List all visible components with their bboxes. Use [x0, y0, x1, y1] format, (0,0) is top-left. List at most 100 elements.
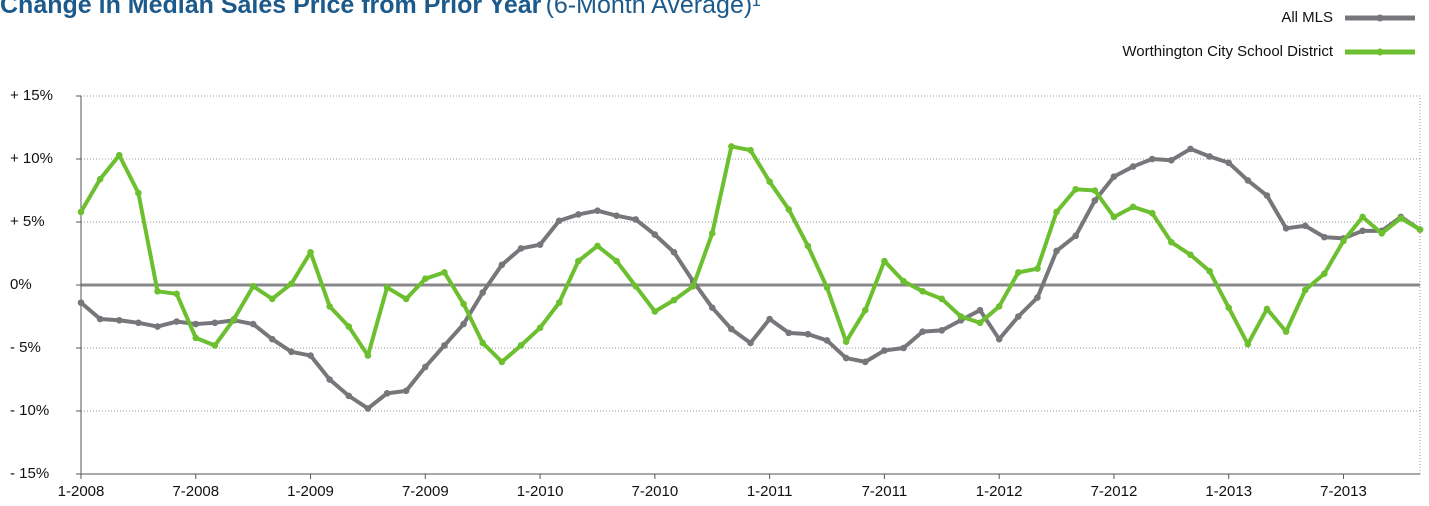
x-tick-label: 1-2010: [517, 483, 564, 500]
data-point: [498, 358, 506, 366]
data-point: [861, 306, 869, 314]
data-point: [785, 329, 793, 337]
data-point: [1321, 270, 1328, 277]
legend-label: Worthington City School District: [1122, 43, 1333, 60]
x-tick-label: 7-2009: [402, 483, 449, 500]
data-point: [1168, 238, 1175, 246]
x-tick-label: 7-2013: [1320, 483, 1367, 500]
y-tick-label: + 5%: [10, 213, 45, 230]
data-point: [976, 306, 984, 314]
data-point: [517, 245, 525, 252]
data-point: [77, 208, 85, 216]
data-point: [670, 248, 678, 256]
data-point: [842, 338, 850, 346]
data-point: [1263, 192, 1271, 199]
data-point: [689, 282, 697, 290]
data-point: [77, 299, 85, 306]
data-point: [345, 323, 353, 330]
data-point: [288, 348, 295, 356]
data-point: [1168, 156, 1175, 164]
data-point: [1397, 214, 1405, 222]
data-point: [268, 335, 276, 343]
x-tick-label: 1-2011: [747, 483, 793, 500]
data-point: [804, 330, 812, 338]
data-point: [441, 342, 448, 349]
data-point: [575, 257, 582, 265]
data-point: [594, 242, 601, 250]
legend-marker: [1376, 14, 1384, 22]
data-point: [976, 319, 984, 327]
data-point: [1091, 187, 1099, 194]
series-line: [79, 144, 1422, 364]
data-point: [307, 248, 314, 256]
data-point: [919, 288, 926, 295]
data-point: [364, 405, 372, 412]
data-point: [766, 315, 773, 323]
data-point: [1263, 305, 1271, 313]
data-point: [345, 392, 353, 400]
data-point: [747, 146, 754, 154]
data-point: [536, 241, 544, 248]
data-point: [402, 295, 410, 303]
data-point: [900, 277, 907, 285]
data-point: [995, 335, 1003, 343]
data-point: [479, 289, 487, 296]
data-point: [1072, 232, 1079, 240]
data-point: [173, 290, 180, 298]
data-point: [1225, 159, 1233, 167]
data-point: [1206, 267, 1213, 275]
data-point: [1072, 185, 1079, 193]
data-point: [1015, 269, 1022, 276]
data-point: [249, 282, 257, 290]
chart-title: Change in Median Sales Price from Prior …: [0, 0, 761, 19]
data-point: [957, 313, 965, 320]
y-tick-label: + 15%: [10, 87, 53, 104]
data-point: [785, 206, 793, 213]
x-tick-label: 7-2010: [631, 483, 678, 500]
data-point: [1148, 155, 1156, 163]
data-point: [1416, 226, 1424, 233]
data-point: [192, 320, 200, 328]
legend-label: All MLS: [1281, 9, 1333, 26]
data-point: [498, 261, 506, 269]
data-point: [192, 334, 200, 342]
data-point: [1282, 225, 1290, 232]
data-point: [1053, 247, 1060, 255]
data-point: [460, 320, 467, 328]
x-tick-label: 7-2012: [1091, 483, 1138, 500]
data-point: [613, 257, 620, 265]
x-tick-label: 1-2012: [976, 483, 1023, 500]
data-point: [651, 231, 659, 238]
data-point: [154, 323, 161, 330]
data-point: [1015, 313, 1022, 320]
data-point: [708, 304, 716, 311]
data-point: [823, 284, 831, 291]
data-point: [96, 315, 104, 323]
data-point: [402, 387, 410, 395]
data-point: [364, 352, 372, 359]
data-point: [1034, 294, 1041, 301]
data-point: [823, 337, 831, 344]
data-point: [594, 207, 601, 214]
data-point: [441, 269, 448, 276]
title: Change in Median Sales Price from Prior …: [0, 0, 542, 19]
data-point: [1110, 173, 1118, 180]
data-point: [1187, 251, 1194, 259]
data-point: [1187, 145, 1194, 153]
data-point: [555, 299, 563, 306]
data-point: [1301, 222, 1309, 230]
data-point: [728, 325, 735, 333]
data-point: [422, 275, 429, 283]
data-point: [135, 319, 142, 327]
data-point: [632, 282, 640, 290]
data-point: [211, 342, 219, 349]
data-point: [842, 354, 850, 362]
data-point: [1301, 286, 1309, 294]
data-point: [728, 143, 735, 150]
data-point: [479, 339, 487, 347]
data-point: [1359, 227, 1366, 235]
data-point: [1129, 163, 1137, 170]
data-point: [268, 295, 276, 303]
subtitle: (6-Month Average)¹: [546, 0, 761, 19]
y-tick-label: - 5%: [10, 339, 41, 356]
